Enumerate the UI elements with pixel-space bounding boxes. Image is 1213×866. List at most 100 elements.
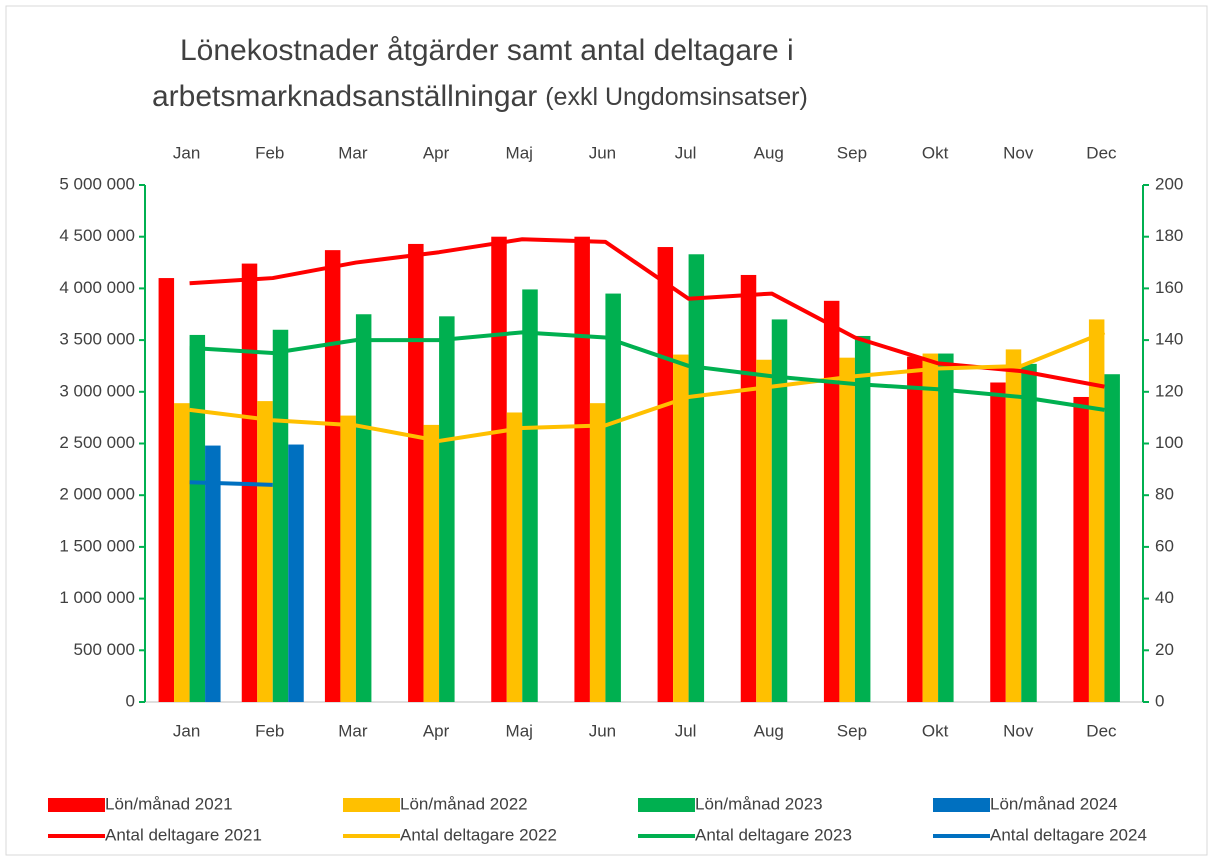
x-top-label: Dec	[1086, 143, 1117, 162]
bar	[756, 359, 772, 702]
y-tick-label: 3 000 000	[59, 381, 135, 400]
y2-tick-label: 200	[1155, 174, 1183, 193]
x-tick-label: Sep	[837, 721, 867, 740]
bar	[522, 289, 538, 702]
line	[189, 330, 1106, 443]
y2-tick-label: 80	[1155, 485, 1174, 504]
bar	[205, 445, 221, 702]
bar	[257, 401, 273, 702]
y2-tick-label: 140	[1155, 330, 1183, 349]
bar	[771, 319, 788, 702]
x-tick-label: Feb	[255, 721, 284, 740]
bar	[423, 424, 440, 702]
legend-label: Antal deltagare 2023	[695, 825, 852, 844]
y2-tick-label: 120	[1155, 381, 1183, 400]
bar	[657, 247, 674, 703]
bar	[272, 329, 289, 702]
bar	[854, 335, 871, 702]
bar	[938, 353, 954, 702]
bar	[324, 250, 341, 702]
bar	[189, 334, 206, 702]
x-tick-label: Apr	[423, 721, 450, 740]
y-tick-label: 4 500 000	[59, 226, 135, 245]
legend-label: Lön/månad 2021	[105, 794, 233, 813]
y2-tick-label: 0	[1155, 691, 1164, 710]
line	[189, 330, 1105, 412]
legend-label: Antal deltagare 2022	[400, 825, 557, 844]
x-tick-label: Nov	[1003, 721, 1034, 740]
x-tick-label: Okt	[922, 721, 949, 740]
x-top-label: Nov	[1003, 143, 1034, 162]
y-tick-label: 2 000 000	[59, 485, 135, 504]
x-tick-label: Jan	[173, 721, 200, 740]
y-tick-label: 1 500 000	[59, 536, 135, 555]
x-tick-label: Maj	[506, 721, 533, 740]
line	[189, 237, 1105, 389]
bar	[439, 316, 455, 702]
bar	[990, 382, 1006, 702]
bar	[340, 415, 356, 702]
legend-swatch	[933, 798, 990, 812]
x-top-label: Okt	[922, 143, 949, 162]
chart-title: Lönekostnader åtgärder samt antal deltag…	[180, 34, 794, 67]
legend-label: Antal deltagare 2024	[990, 825, 1147, 844]
legend-label: Antal deltagare 2021	[105, 825, 262, 844]
x-top-label: Sep	[837, 143, 867, 162]
bar	[839, 357, 855, 702]
bar	[158, 278, 175, 702]
x-tick-label: Jul	[675, 721, 697, 740]
y2-tick-label: 100	[1155, 433, 1183, 452]
subtitle: (exkl Ungdomsinsatser)	[545, 83, 808, 111]
legend-label: Lön/månad 2023	[695, 794, 823, 813]
x-top-label: Feb	[255, 143, 284, 162]
legend-label: Lön/månad 2024	[990, 794, 1118, 813]
bar	[688, 254, 705, 702]
bar	[589, 403, 606, 702]
y-tick-label: 0	[126, 691, 135, 710]
x-top-label: Maj	[506, 143, 533, 162]
y-tick-label: 2 500 000	[59, 433, 135, 452]
legend-swatch	[638, 798, 695, 812]
x-tick-label: Aug	[754, 721, 784, 740]
y-tick-label: 5 000 000	[59, 174, 135, 193]
x-tick-label: Jun	[589, 721, 616, 740]
line	[189, 480, 273, 487]
bar	[922, 353, 939, 702]
bar	[1104, 374, 1120, 702]
chart-title-2: arbetsmarknadsanställningar (exkl Ungdoms…	[152, 80, 808, 113]
y2-tick-label: 160	[1155, 278, 1183, 297]
y-tick-label: 4 000 000	[59, 278, 135, 297]
title-line: Lönekostnader åtgärder samt antal deltag…	[180, 34, 794, 67]
bar	[605, 293, 621, 702]
bar	[823, 300, 840, 702]
legend-swatch	[343, 798, 400, 812]
x-tick-label: Mar	[338, 721, 368, 740]
y2-tick-label: 180	[1155, 226, 1183, 245]
bar	[491, 236, 507, 702]
legend-swatch	[48, 798, 105, 812]
bar	[506, 412, 523, 702]
legend-label: Lön/månad 2022	[400, 794, 528, 813]
x-top-label: Jul	[675, 143, 697, 162]
bar	[1088, 319, 1105, 702]
x-top-label: Jun	[589, 143, 616, 162]
bar	[408, 243, 424, 703]
bar	[174, 403, 190, 702]
bar	[673, 354, 689, 702]
y2-tick-label: 20	[1155, 640, 1174, 659]
y2-tick-label: 40	[1155, 588, 1174, 607]
bar	[1005, 349, 1022, 702]
bar	[355, 314, 372, 702]
title-line: arbetsmarknadsanställningar	[152, 80, 537, 113]
x-tick-label: Dec	[1086, 721, 1117, 740]
x-top-label: Jan	[173, 143, 200, 162]
bar	[740, 274, 757, 702]
y2-tick-label: 60	[1155, 536, 1174, 555]
bar	[1021, 363, 1037, 702]
x-top-label: Mar	[338, 143, 368, 162]
x-top-label: Apr	[423, 143, 450, 162]
bar	[288, 444, 304, 702]
bar	[574, 236, 590, 702]
y-tick-label: 500 000	[74, 640, 135, 659]
